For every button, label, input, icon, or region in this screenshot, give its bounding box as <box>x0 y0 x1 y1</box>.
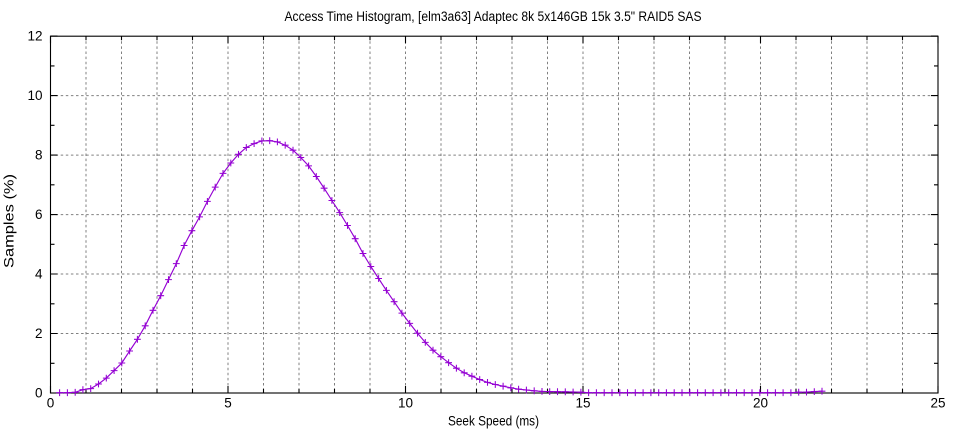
svg-text:6: 6 <box>35 207 43 222</box>
svg-text:2: 2 <box>35 326 43 341</box>
svg-text:0: 0 <box>47 396 55 411</box>
svg-text:8: 8 <box>35 148 43 163</box>
svg-text:15: 15 <box>575 396 590 411</box>
svg-text:25: 25 <box>930 396 945 411</box>
svg-text:20: 20 <box>753 396 768 411</box>
svg-text:12: 12 <box>27 29 42 44</box>
svg-text:5: 5 <box>224 396 232 411</box>
svg-text:4: 4 <box>35 267 43 282</box>
svg-text:10: 10 <box>27 88 42 103</box>
svg-text:Seek Speed (ms): Seek Speed (ms) <box>448 414 539 429</box>
svg-text:Access Time Histogram, [elm3a6: Access Time Histogram, [elm3a63] Adaptec… <box>285 9 702 24</box>
svg-text:Samples (%): Samples (%) <box>2 174 17 268</box>
svg-text:0: 0 <box>35 386 43 401</box>
svg-text:10: 10 <box>398 396 413 411</box>
